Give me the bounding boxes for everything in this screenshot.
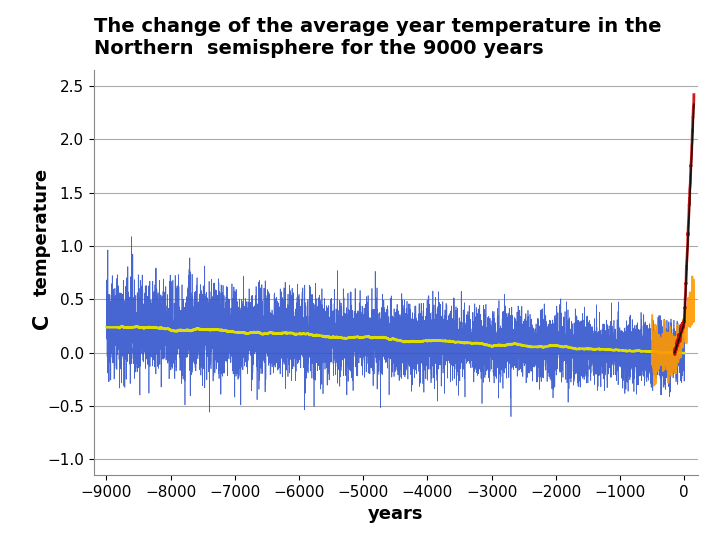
X-axis label: years: years — [368, 505, 424, 523]
Text: C: C — [32, 314, 52, 329]
Text: temperature: temperature — [33, 168, 51, 296]
Text: The change of the average year temperature in the
Northern  semisphere for the 9: The change of the average year temperatu… — [94, 17, 661, 58]
